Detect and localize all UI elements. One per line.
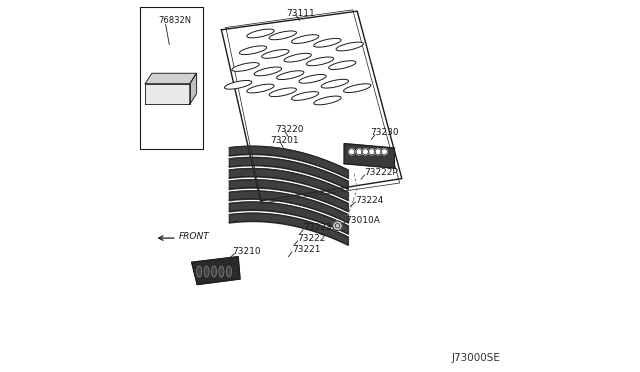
Text: 73224: 73224 [355, 196, 384, 205]
Text: 73201: 73201 [270, 136, 298, 145]
Ellipse shape [204, 266, 209, 277]
Text: 73222: 73222 [298, 234, 326, 243]
Ellipse shape [344, 84, 371, 93]
Ellipse shape [276, 71, 304, 80]
Polygon shape [344, 144, 394, 168]
Ellipse shape [269, 88, 296, 97]
Polygon shape [145, 84, 190, 104]
Ellipse shape [196, 266, 202, 277]
Ellipse shape [227, 266, 232, 277]
Ellipse shape [307, 57, 333, 66]
Polygon shape [191, 257, 240, 285]
Ellipse shape [314, 96, 341, 105]
Polygon shape [145, 73, 196, 84]
Ellipse shape [291, 92, 319, 100]
Text: 76832N: 76832N [158, 16, 191, 25]
Ellipse shape [239, 46, 267, 55]
Ellipse shape [321, 79, 349, 88]
Circle shape [333, 221, 342, 231]
Text: 73111: 73111 [287, 9, 316, 17]
Polygon shape [221, 11, 402, 201]
Ellipse shape [329, 61, 356, 70]
Ellipse shape [211, 266, 216, 277]
Circle shape [349, 149, 355, 155]
Ellipse shape [225, 80, 252, 89]
Bar [140, 7, 203, 149]
Text: 73221: 73221 [292, 246, 321, 254]
Ellipse shape [336, 42, 364, 51]
Ellipse shape [299, 74, 326, 83]
Circle shape [369, 149, 374, 155]
Ellipse shape [314, 38, 341, 47]
Circle shape [362, 149, 369, 155]
Text: 73220: 73220 [275, 125, 304, 134]
Ellipse shape [247, 29, 274, 38]
Text: 73230: 73230 [370, 128, 399, 137]
Ellipse shape [284, 53, 311, 62]
Ellipse shape [219, 266, 224, 277]
Ellipse shape [291, 35, 319, 44]
Text: J73000SE: J73000SE [452, 353, 500, 363]
Ellipse shape [232, 62, 259, 71]
Ellipse shape [254, 67, 282, 76]
Ellipse shape [269, 31, 296, 40]
Text: 73010A: 73010A [345, 216, 380, 225]
Text: 73223: 73223 [303, 223, 332, 232]
Polygon shape [190, 73, 196, 104]
Circle shape [381, 149, 387, 155]
Text: FRONT: FRONT [179, 232, 209, 241]
Ellipse shape [262, 49, 289, 58]
Ellipse shape [247, 84, 274, 93]
Circle shape [375, 149, 381, 155]
Text: 73222P: 73222P [365, 169, 398, 177]
Text: 73210: 73210 [232, 247, 261, 256]
Circle shape [356, 149, 362, 155]
